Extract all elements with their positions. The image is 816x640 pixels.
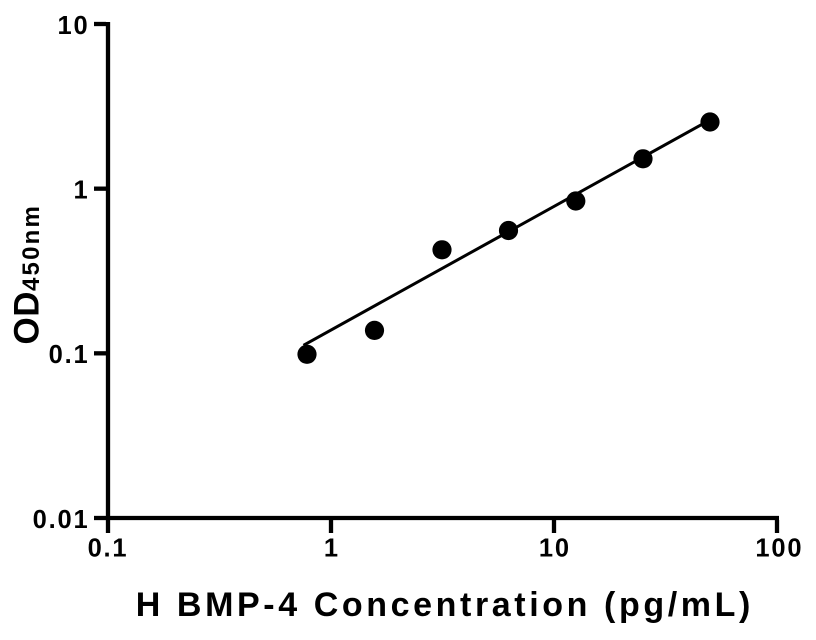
svg-text:0.01: 0.01 — [33, 506, 90, 534]
svg-text:10: 10 — [539, 535, 571, 563]
svg-text:100: 100 — [755, 535, 803, 563]
svg-text:10: 10 — [58, 12, 90, 40]
svg-text:H BMP-4 Concentration (pg/mL): H BMP-4 Concentration (pg/mL) — [136, 586, 754, 624]
svg-text:0.1: 0.1 — [88, 535, 129, 563]
svg-text:1: 1 — [324, 535, 340, 563]
svg-text:1: 1 — [74, 177, 90, 205]
svg-text:0.1: 0.1 — [49, 341, 90, 369]
